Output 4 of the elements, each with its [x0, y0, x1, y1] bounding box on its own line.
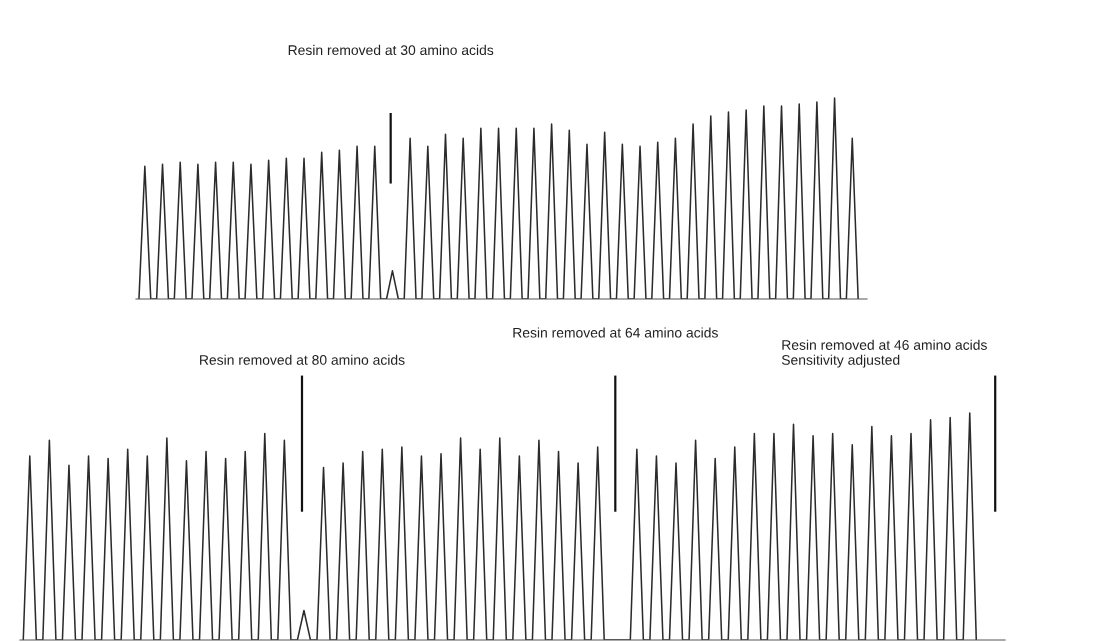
text: Resin removed at 30 amino acids: [288, 44, 494, 56]
text: Resin removed at 46 amino acids Sensitivity adjusted: [781, 339, 987, 368]
text: Resin removed at 64 amino acids: [513, 327, 718, 338]
text: Resin removed at 80 amino acids: [200, 354, 405, 365]
